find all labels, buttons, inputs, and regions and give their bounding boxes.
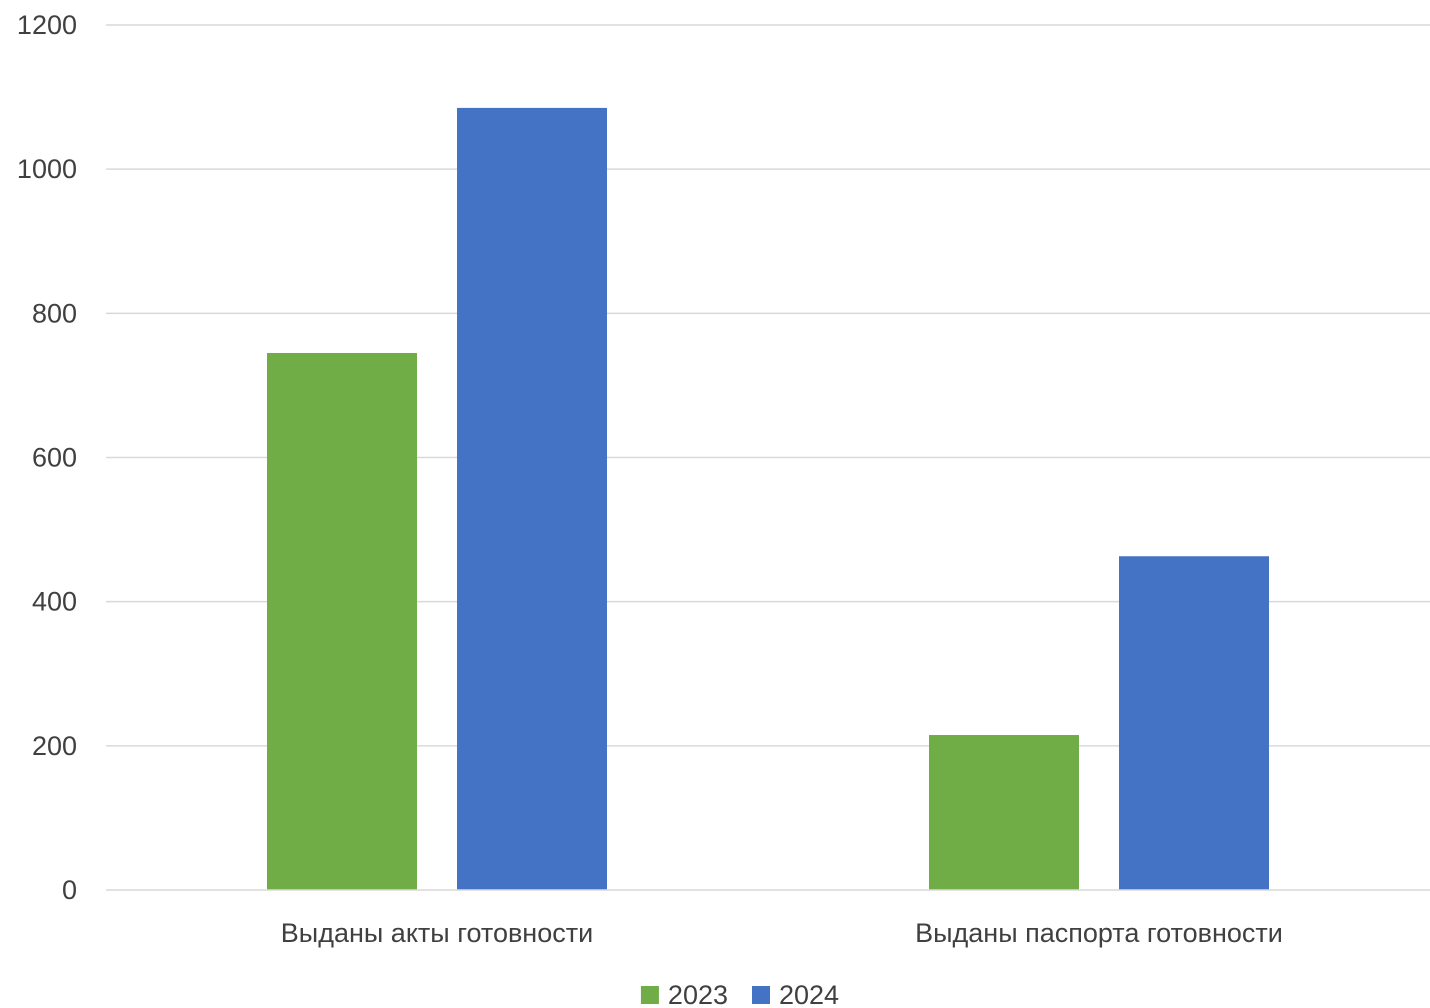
legend-label: 2024 <box>779 980 839 1008</box>
x-category-label: Выданы паспорта готовности <box>915 918 1283 948</box>
y-tick-label: 400 <box>32 587 77 617</box>
legend-label: 2023 <box>668 980 728 1008</box>
bar-2024-2 <box>1119 556 1269 890</box>
legend: 2023 2024 <box>640 980 839 1008</box>
y-tick-label: 800 <box>32 298 77 328</box>
bar-2023-1 <box>267 352 417 891</box>
legend-swatch-2024 <box>752 986 770 1004</box>
y-tick-label: 600 <box>32 443 77 473</box>
x-category-label: Выданы акты готовности <box>281 918 593 948</box>
bar-2023-2 <box>929 735 1079 890</box>
bar-2024-1 <box>457 107 607 891</box>
bars <box>267 107 1269 891</box>
y-tick-label: 1000 <box>17 154 77 184</box>
y-axis-tick-labels: 0 200 400 600 800 1000 1200 <box>17 10 77 905</box>
y-tick-label: 0 <box>62 875 77 905</box>
legend-swatch-2023 <box>640 986 659 1004</box>
y-tick-label: 200 <box>32 731 77 761</box>
y-tick-label: 1200 <box>17 10 77 40</box>
x-axis-category-labels: Выданы акты готовности Выданы паспорта го… <box>281 918 1283 948</box>
